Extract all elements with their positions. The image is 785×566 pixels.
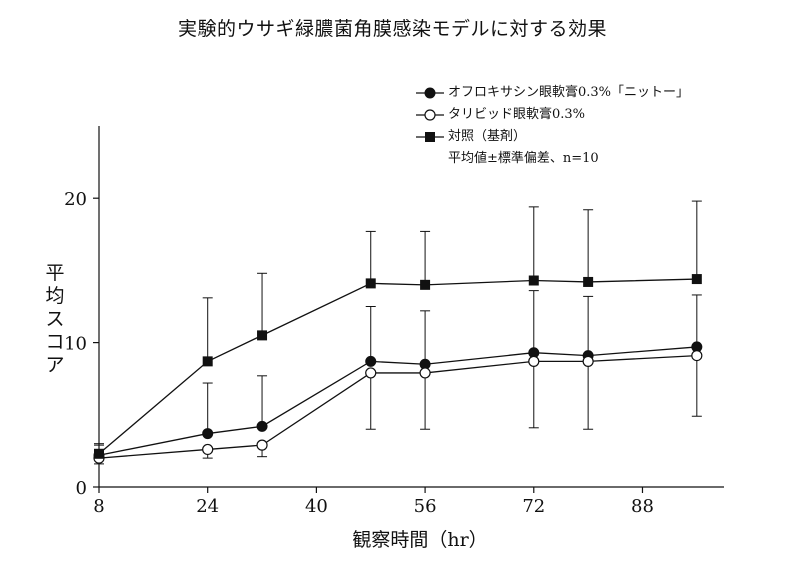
y-axis-label-char: ア	[45, 354, 65, 376]
data-point-filled-circle	[202, 428, 214, 440]
open-circle-marker-icon	[416, 109, 444, 121]
axes: 8 24 40 56 72 88 0 10 20	[64, 126, 724, 517]
data-point-square	[583, 276, 594, 287]
y-tick-label: 20	[64, 189, 87, 210]
y-tick-label: 10	[64, 334, 87, 355]
data-point-square	[202, 356, 213, 367]
data-point-square	[528, 275, 539, 286]
legend-label: タリビッド眼軟膏0.3%	[448, 107, 586, 122]
filled-square-marker-icon	[416, 132, 444, 142]
data-point-open-circle	[528, 355, 540, 367]
legend-note: 平均値±標準偏差、n=10	[448, 151, 599, 166]
y-axis-label-char: 平	[45, 262, 65, 284]
data-point-square	[691, 274, 702, 285]
y-tick-label: 0	[76, 478, 87, 499]
data-point-square	[94, 448, 104, 459]
data-point-open-circle	[419, 367, 431, 379]
series-line	[98, 346, 697, 456]
series-line	[98, 354, 697, 459]
y-axis-label-char: ス	[45, 308, 65, 330]
data-point-open-circle	[691, 349, 703, 362]
x-tick-label: 8	[93, 496, 104, 517]
legend-label: 対照（基剤）	[448, 129, 527, 144]
y-axis-label: 平 均 ス コ ア	[44, 262, 66, 377]
x-tick-label: 72	[522, 496, 545, 517]
data-point-open-circle	[202, 443, 214, 456]
legend-item-tarivid: タリビッド眼軟膏0.3%	[416, 104, 689, 126]
x-tick-label: 40	[305, 496, 328, 517]
data-point-square	[257, 330, 268, 341]
legend-item-ofloxacin-nitto: オフロキサシン眼軟膏0.3%「ニットー」	[416, 82, 689, 104]
data-point-open-circle	[365, 367, 377, 379]
data-point-square	[365, 278, 376, 289]
x-axis-label: 観察時間（hr）	[352, 529, 487, 551]
error-bars	[94, 200, 702, 465]
legend-item-control: 対照（基剤）	[416, 126, 689, 148]
legend-label: オフロキサシン眼軟膏0.3%「ニットー」	[448, 85, 690, 100]
data-point-square	[420, 279, 431, 290]
series-markers	[93, 274, 703, 464]
data-point-filled-circle	[256, 420, 268, 432]
x-tick-label: 56	[414, 496, 437, 517]
filled-circle-marker-icon	[416, 87, 444, 99]
x-tick-label: 24	[196, 496, 219, 517]
series-line	[98, 278, 697, 455]
chart-title: 実験的ウサギ緑膿菌角膜感染モデルに対する効果	[177, 18, 607, 40]
data-point-filled-circle	[365, 355, 377, 367]
x-tick-label: 88	[631, 496, 654, 517]
series-lines	[98, 278, 697, 459]
y-axis-label-char: コ	[45, 331, 65, 353]
data-point-open-circle	[256, 439, 268, 451]
data-point-open-circle	[582, 355, 594, 367]
legend: オフロキサシン眼軟膏0.3%「ニットー」 タリビッド眼軟膏0.3% 対照（基剤）…	[416, 82, 689, 170]
y-axis-label-char: 均	[45, 285, 65, 307]
